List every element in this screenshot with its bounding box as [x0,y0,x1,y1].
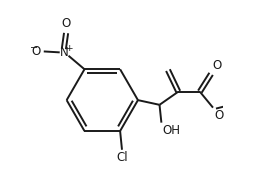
Text: O: O [31,45,40,58]
Text: +: + [65,44,73,53]
Text: −: − [30,43,38,53]
Text: O: O [212,59,221,72]
Text: Cl: Cl [116,151,128,164]
Text: O: O [61,17,71,30]
Text: N: N [60,46,68,59]
Text: O: O [214,108,223,122]
Text: OH: OH [162,124,180,137]
